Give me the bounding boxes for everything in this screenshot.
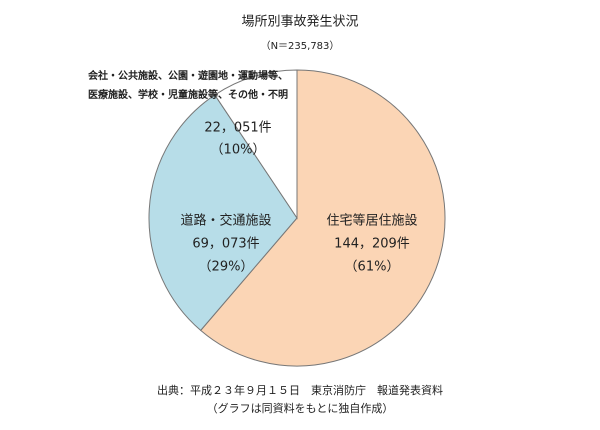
slice-label: 医療施設、学校・児童施設等、その他・不明 <box>88 88 288 101</box>
chart-subtitle: （N＝235,783） <box>261 40 340 52</box>
slice-label: 会社・公共施設、公園・遊園地・運動場等、 <box>88 69 288 82</box>
value-label: 144，209件 <box>334 237 410 252</box>
percent-label: （61%） <box>345 260 400 275</box>
percent-label: （29%） <box>199 260 254 275</box>
source-note: 出典：平成２３年９月１５日 東京消防庁 報道発表資料 <box>157 383 443 397</box>
pie-slice <box>199 69 446 367</box>
chart-title: 場所別事故発生状況 <box>241 15 358 30</box>
pie-slice <box>214 69 298 220</box>
slice-label: 住宅等居住施設 <box>326 213 417 229</box>
pie-slice <box>148 94 298 332</box>
value-label: 69，073件 <box>192 237 259 252</box>
slice-label: 道路・交通施設 <box>180 213 271 229</box>
percent-label: （10%） <box>211 143 266 158</box>
value-label: 22，051件 <box>204 121 271 136</box>
source-note: （グラフは同資料をもとに独自作成） <box>207 401 394 415</box>
